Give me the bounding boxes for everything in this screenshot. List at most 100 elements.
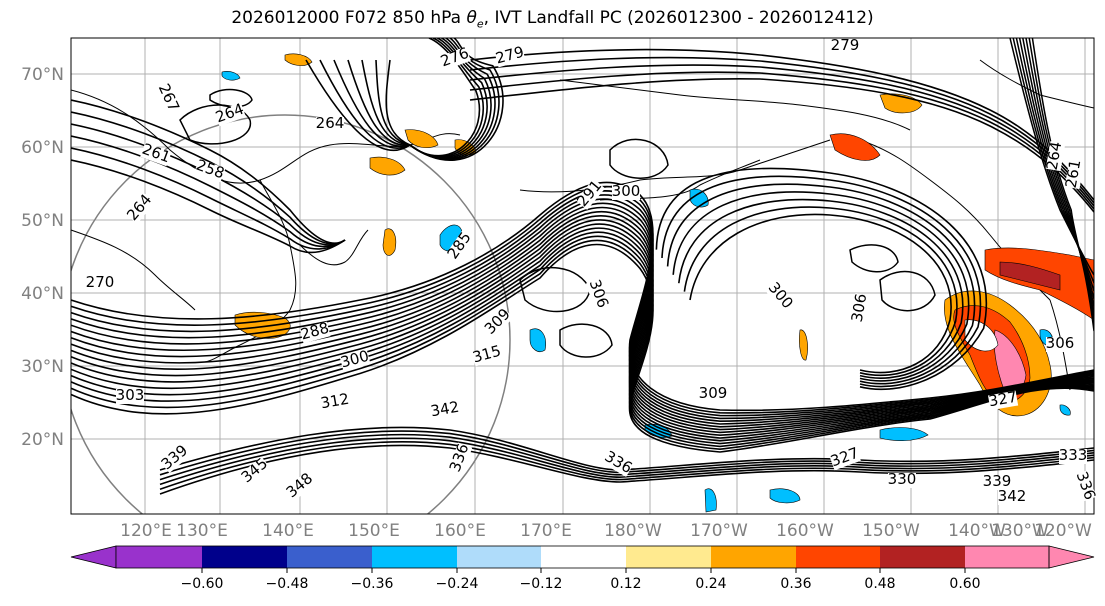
contour-label: 342 bbox=[998, 487, 1027, 505]
longitude-labels: 120°E 130°E 140°E 150°E 160°E 170°E 180°W 170°W… bbox=[120, 521, 1092, 541]
contour-label-bg bbox=[699, 387, 727, 402]
colorbar-tick-label: −0.60 bbox=[181, 576, 224, 592]
colorbar-segment bbox=[796, 546, 880, 568]
colorbar-right-extension bbox=[1048, 545, 1095, 569]
lon-label: 130°E bbox=[176, 521, 228, 541]
contour-line bbox=[689, 213, 952, 374]
contour-line bbox=[209, 88, 253, 108]
contour-line bbox=[609, 138, 669, 179]
contour-line bbox=[71, 147, 346, 250]
colorbar-segment bbox=[711, 546, 796, 568]
colorbar-frame bbox=[115, 545, 1050, 569]
contour-label-bg bbox=[829, 446, 861, 471]
contour-label: 330 bbox=[888, 470, 917, 488]
contour-line bbox=[71, 135, 346, 248]
contour-line bbox=[159, 437, 1094, 486]
contour-line bbox=[672, 191, 970, 382]
lon-label: 120°W bbox=[1034, 521, 1092, 541]
lon-label: 170°W bbox=[690, 521, 748, 541]
contour-label-bg bbox=[1064, 158, 1085, 190]
contour-line bbox=[469, 71, 1094, 210]
lon-label: 150°E bbox=[348, 521, 400, 541]
colorbar-segment bbox=[965, 546, 1049, 568]
contour-label-bg bbox=[987, 390, 1019, 411]
contour-label-bg bbox=[764, 280, 795, 312]
lon-label: 170°E bbox=[520, 521, 572, 541]
contour-label-bg bbox=[86, 276, 114, 291]
contour-label-bg bbox=[125, 192, 156, 224]
colorbar-segment bbox=[116, 546, 202, 568]
contour-label: 339 bbox=[983, 472, 1012, 490]
contour-label: 270 bbox=[86, 273, 115, 291]
contour-label-bg bbox=[214, 102, 246, 127]
colorbar-left-extension bbox=[70, 545, 117, 569]
contour-line bbox=[879, 270, 936, 312]
contour-label: 312 bbox=[319, 390, 350, 413]
lon-label: 130°W bbox=[991, 521, 1049, 541]
contour-label-bg bbox=[483, 307, 514, 338]
contour-label: 279 bbox=[831, 36, 860, 54]
contour-label: 264 bbox=[1043, 140, 1066, 171]
colorbar-tick-label: −0.36 bbox=[351, 576, 394, 592]
contour-label: 342 bbox=[429, 398, 460, 421]
contour-line bbox=[71, 99, 346, 244]
contour-line bbox=[666, 183, 976, 385]
contour-line bbox=[655, 167, 988, 391]
contour-line bbox=[469, 78, 1094, 213]
contour-label-bg bbox=[983, 475, 1011, 490]
contour-label: 333 bbox=[1059, 446, 1088, 464]
contour-label-bg bbox=[154, 82, 181, 115]
colorbar-tick-label: −0.12 bbox=[520, 576, 563, 592]
colorbar-segment bbox=[287, 546, 372, 568]
contour-line bbox=[347, 38, 492, 159]
contour-label-bg bbox=[299, 321, 331, 344]
contour-label-bg bbox=[612, 185, 640, 200]
contour-line bbox=[71, 243, 1094, 453]
colorbar-segment bbox=[541, 546, 626, 568]
contour-label-bg bbox=[140, 142, 172, 167]
contour-line bbox=[1031, 38, 1094, 332]
contour-label-bg bbox=[998, 490, 1026, 505]
colorbar-tick-label: 0.48 bbox=[864, 576, 895, 592]
colorbar-tick-labels: −0.60 −0.48 −0.36 −0.24 −0.12 0.12 0.24 0.36 0.4… bbox=[181, 568, 981, 592]
contour-label-bg bbox=[439, 46, 471, 71]
contour-label-bg bbox=[831, 39, 859, 54]
contour-line bbox=[678, 198, 964, 379]
contour-label-bg bbox=[116, 389, 144, 404]
contour-line bbox=[71, 111, 346, 245]
contour-label-bg bbox=[575, 178, 606, 210]
contour-label: 303 bbox=[116, 386, 145, 404]
contour-label-bg bbox=[159, 443, 191, 474]
lon-label: 180°W bbox=[604, 521, 662, 541]
contour-line bbox=[179, 104, 251, 145]
colorbar-tick-label: −0.24 bbox=[436, 576, 479, 592]
colorbar-segment bbox=[372, 546, 457, 568]
contour-label-bg bbox=[239, 456, 271, 487]
contour-label-bg bbox=[429, 400, 461, 421]
contour-label-bg bbox=[471, 344, 503, 367]
contour-label: 300 bbox=[612, 182, 641, 200]
contour-label: 327 bbox=[987, 388, 1018, 411]
contour-line bbox=[71, 159, 346, 254]
contour-label: 264 bbox=[316, 114, 345, 132]
contour-label-bg bbox=[1045, 140, 1066, 172]
contour-label-bg bbox=[284, 471, 316, 502]
colorbar-tick-label: 0.24 bbox=[695, 576, 726, 592]
lat-label: 40°N bbox=[21, 284, 64, 304]
contour-label-bg bbox=[888, 473, 916, 488]
colorbar-tick-label: −0.48 bbox=[266, 576, 309, 592]
contour-line bbox=[683, 206, 958, 377]
contour-label: 261 bbox=[1062, 158, 1085, 189]
lon-label: 160°W bbox=[776, 521, 834, 541]
lon-label: 120°E bbox=[120, 521, 172, 541]
contour-line bbox=[661, 175, 982, 388]
lat-label: 30°N bbox=[21, 357, 64, 377]
contour-label-bg bbox=[1046, 337, 1074, 352]
lat-label: 70°N bbox=[21, 65, 64, 85]
contour-label-bg bbox=[601, 449, 634, 477]
contour-label-bg bbox=[585, 278, 610, 310]
map-frame bbox=[70, 37, 1095, 515]
colorbar-tick-label: 0.36 bbox=[780, 576, 811, 592]
colorbar-tick-label: 0.60 bbox=[949, 576, 980, 592]
lon-label: 160°E bbox=[434, 521, 486, 541]
